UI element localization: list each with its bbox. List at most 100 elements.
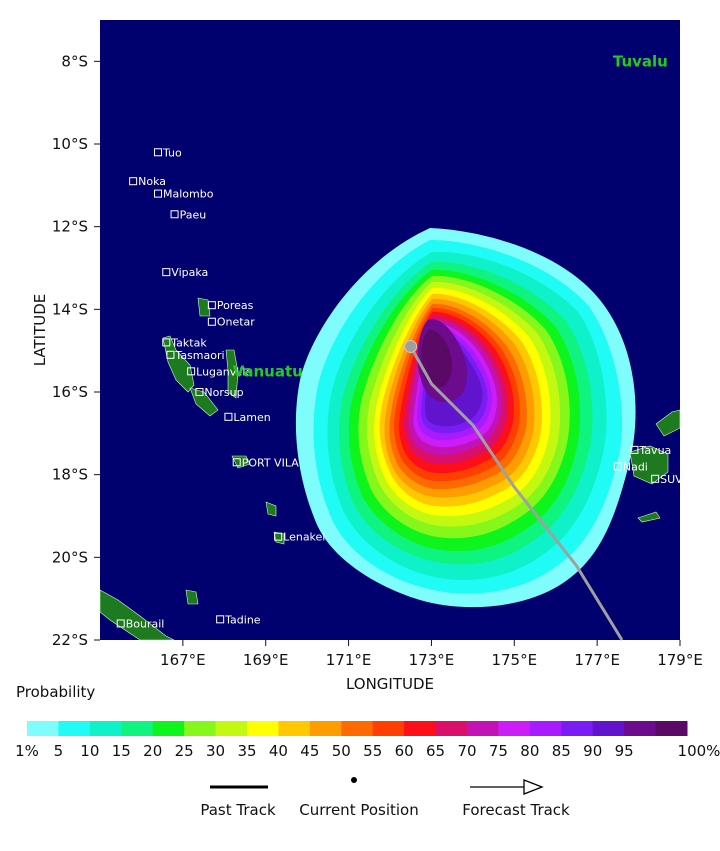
place-label: Tuo xyxy=(162,146,182,159)
place-marker: SUVA xyxy=(651,473,690,486)
y-tick-label: 18°S xyxy=(52,466,88,484)
current-position-label: Current Position xyxy=(299,801,419,819)
place-square-icon xyxy=(207,301,216,310)
legend-bin-label: 95 xyxy=(615,742,634,760)
place-square-icon xyxy=(207,317,216,326)
place-label: Onetar xyxy=(217,316,255,329)
land-fiji-vanualevu xyxy=(655,409,681,437)
country-label: Vanuatu xyxy=(233,362,303,380)
legend-swatch xyxy=(58,721,91,736)
place-marker: Onetar xyxy=(207,316,255,329)
legend-bin-label: 65 xyxy=(426,742,445,760)
place-label: Luganville xyxy=(196,365,252,378)
place-label: Lenakel xyxy=(283,531,325,544)
legend-swatch xyxy=(27,721,59,736)
place-marker: Tuo xyxy=(154,146,182,159)
legend-swatch xyxy=(467,721,499,736)
legend-swatch xyxy=(247,721,279,736)
legend-swatch xyxy=(372,721,405,736)
place-square-icon xyxy=(274,532,283,541)
x-tick-label: 175°E xyxy=(491,651,537,669)
place-label: Poreas xyxy=(217,299,254,312)
x-tick-label: 173°E xyxy=(409,651,455,669)
current-position-symbol xyxy=(351,777,357,783)
x-axis-label: LONGITUDE xyxy=(346,675,434,693)
place-square-icon xyxy=(162,268,171,277)
place-square-icon xyxy=(154,189,162,198)
place-marker: Malombo xyxy=(154,188,214,201)
legend-bin-label: 15 xyxy=(112,742,131,760)
x-tick-label: 179°E xyxy=(657,651,703,669)
land-vanuatu-erromango xyxy=(265,501,277,517)
place-label: Malombo xyxy=(163,188,214,201)
place-square-icon xyxy=(232,458,241,467)
legend-swatch xyxy=(592,721,625,736)
place-marker: Nadi xyxy=(613,460,648,473)
legend-swatch xyxy=(624,721,657,736)
place-label: Tavua xyxy=(638,444,671,457)
legend-swatch xyxy=(278,721,311,736)
current-position-marker xyxy=(404,340,418,354)
land-fiji-kadavu xyxy=(637,511,661,523)
legend-swatch xyxy=(152,721,185,736)
place-label: PORT VILA xyxy=(242,456,300,469)
y-tick-label: 12°S xyxy=(52,218,88,236)
place-marker: Poreas xyxy=(207,299,254,312)
legend-bin-label: 55 xyxy=(363,742,382,760)
legend-bin-label: 1% xyxy=(15,742,39,760)
place-label: Lamen xyxy=(233,411,270,424)
land-loyalty xyxy=(185,589,199,605)
place-marker: Bourail xyxy=(116,617,165,630)
y-tick-label: 20°S xyxy=(52,548,88,566)
land-vanuatu-north xyxy=(162,335,195,393)
land-masses xyxy=(99,297,681,641)
x-tick-label: 169°E xyxy=(243,651,289,669)
country-label: Tuvalu xyxy=(613,52,668,70)
legend-swatch xyxy=(215,721,248,736)
y-tick-label: 8°S xyxy=(61,52,88,70)
place-label: Vipaka xyxy=(171,266,208,279)
legend-bin-label: 75 xyxy=(489,742,508,760)
legend-bin-label: 20 xyxy=(143,742,162,760)
forecast-track-symbol xyxy=(470,779,544,795)
forecast-track-line xyxy=(409,345,624,641)
place-square-icon xyxy=(116,619,125,628)
y-tick-label: 14°S xyxy=(52,300,88,318)
land-vanuatu-central xyxy=(225,349,239,399)
y-tick-label: 10°S xyxy=(52,135,88,153)
legend-bin-label: 70 xyxy=(457,742,476,760)
x-axis: 167°E 169°E 171°E 173°E 175°E 177°E 179°E xyxy=(160,640,703,669)
place-label: Noka xyxy=(138,175,166,188)
place-label: Norsup xyxy=(204,386,243,399)
legend-swatch xyxy=(529,721,562,736)
place-square-icon xyxy=(129,177,138,186)
place-marker: Noka xyxy=(129,175,166,188)
legend-swatch xyxy=(498,721,531,736)
legend-bin-label: 90 xyxy=(583,742,602,760)
place-marker: Vipaka xyxy=(162,266,208,279)
y-tick-label: 22°S xyxy=(52,631,88,649)
legend-swatch xyxy=(561,721,594,736)
place-label: Bourail xyxy=(126,617,165,630)
place-marker: Tadine xyxy=(216,613,261,626)
country-labels: Tuvalu Vanuatu xyxy=(233,52,668,380)
place-label: Nadi xyxy=(623,460,648,473)
legend-swatch xyxy=(404,721,437,736)
place-square-icon xyxy=(170,210,179,219)
place-square-icon xyxy=(216,615,225,624)
forecast-track-symbol-arrowhead xyxy=(523,779,544,795)
place-square-icon xyxy=(162,338,171,347)
place-label: Tasmaori xyxy=(174,349,224,362)
forecast-track-label: Forecast Track xyxy=(462,801,570,819)
place-marker: Paeu xyxy=(170,208,206,221)
y-axis-label: LATITUDE xyxy=(31,294,49,367)
place-square-icon xyxy=(630,445,639,454)
legend-swatch xyxy=(89,721,122,736)
place-square-icon xyxy=(613,462,622,471)
place-marker: PORT VILA xyxy=(232,456,300,469)
legend-bin-label: 10 xyxy=(80,742,99,760)
place-square-icon xyxy=(166,350,175,359)
place-label: Tadine xyxy=(224,613,261,626)
place-marker: Tasmaori xyxy=(166,349,225,362)
